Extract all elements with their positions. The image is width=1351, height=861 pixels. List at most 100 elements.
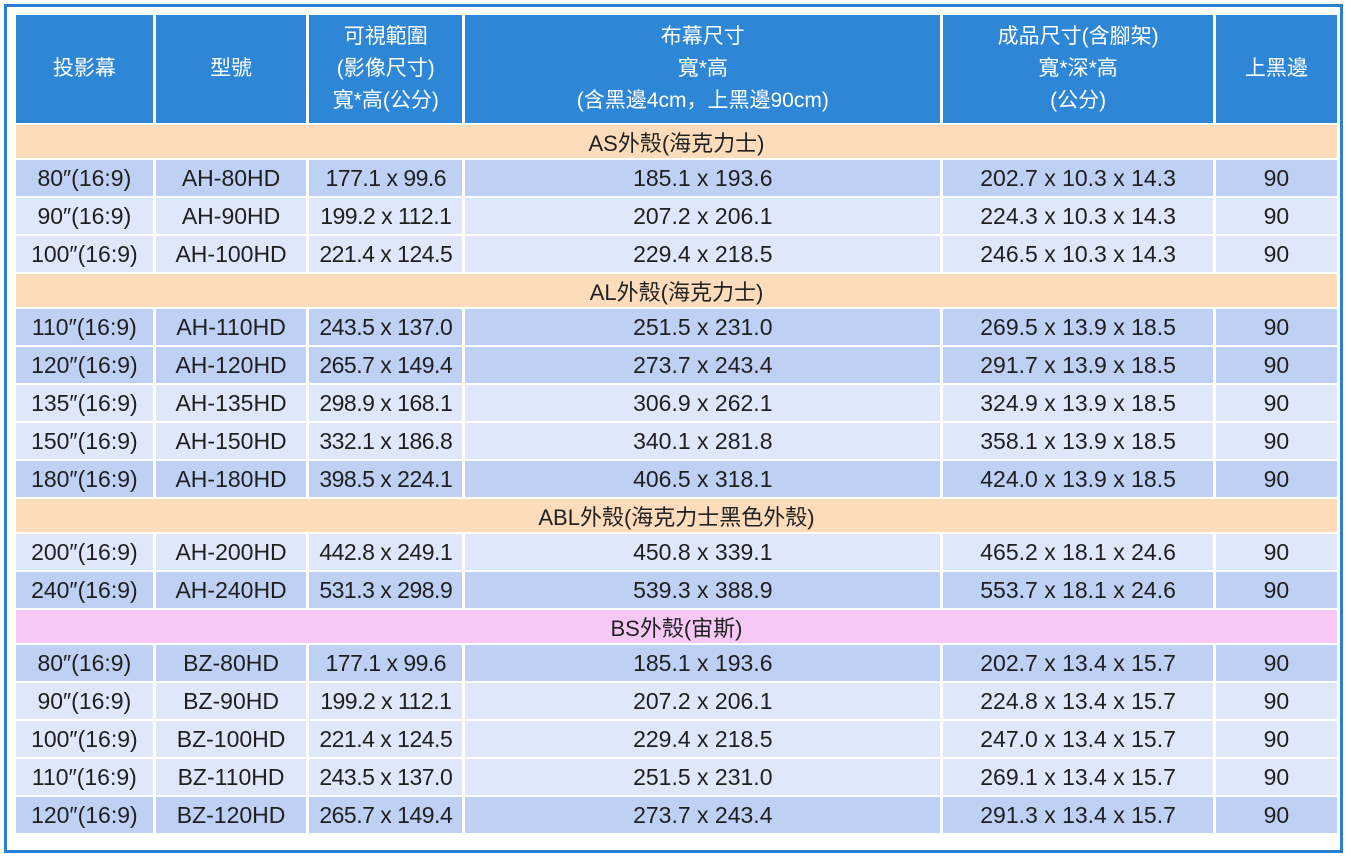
cell-model: AH-200HD — [155, 534, 307, 570]
cell-product: 553.7 x 18.1 x 24.6 — [943, 572, 1213, 608]
cell-model: AH-100HD — [155, 236, 307, 272]
table-row: 80″(16:9) AH-80HD 177.1 x 99.6 185.1 x 1… — [16, 160, 1337, 196]
table-row: 180″(16:9) AH-180HD 398.5 x 224.1 406.5 … — [16, 461, 1337, 497]
cell-fabric: 251.5 x 231.0 — [465, 309, 941, 345]
cell-fabric: 306.9 x 262.1 — [465, 385, 941, 421]
cell-product: 247.0 x 13.4 x 15.7 — [943, 721, 1213, 757]
cell-screen: 200″(16:9) — [16, 534, 153, 570]
cell-viewable: 531.3 x 298.9 — [309, 572, 463, 608]
cell-top-border: 90 — [1215, 461, 1337, 497]
cell-fabric: 207.2 x 206.1 — [465, 198, 941, 234]
header-top-border: 上黑邊 — [1215, 15, 1337, 123]
cell-screen: 100″(16:9) — [16, 236, 153, 272]
table-frame: 投影幕 型號 可視範圍 (影像尺寸) 寬*高(公分) 布幕尺寸 寬*高 (含黑邊… — [4, 4, 1343, 853]
cell-product: 246.5 x 10.3 x 14.3 — [943, 236, 1213, 272]
spec-table: 投影幕 型號 可視範圍 (影像尺寸) 寬*高(公分) 布幕尺寸 寬*高 (含黑邊… — [13, 13, 1340, 835]
cell-model: AH-150HD — [155, 423, 307, 459]
cell-product: 291.7 x 13.9 x 18.5 — [943, 347, 1213, 383]
cell-model: BZ-80HD — [155, 645, 307, 681]
group-title: BS外殼(宙斯) — [16, 610, 1337, 643]
cell-product: 224.3 x 10.3 x 14.3 — [943, 198, 1213, 234]
group-title: ABL外殼(海克力士黑色外殼) — [16, 499, 1337, 532]
cell-fabric: 185.1 x 193.6 — [465, 645, 941, 681]
cell-screen: 135″(16:9) — [16, 385, 153, 421]
cell-product: 202.7 x 10.3 x 14.3 — [943, 160, 1213, 196]
header-row: 投影幕 型號 可視範圍 (影像尺寸) 寬*高(公分) 布幕尺寸 寬*高 (含黑邊… — [16, 15, 1337, 123]
header-fabric-line-3: (含黑邊4cm，上黑邊90cm) — [576, 89, 829, 112]
group-row: BS外殼(宙斯) — [16, 610, 1337, 643]
table-row: 90″(16:9) BZ-90HD 199.2 x 112.1 207.2 x … — [16, 683, 1337, 719]
cell-product: 324.9 x 13.9 x 18.5 — [943, 385, 1213, 421]
cell-top-border: 90 — [1215, 683, 1337, 719]
table-row: 240″(16:9) AH-240HD 531.3 x 298.9 539.3 … — [16, 572, 1337, 608]
header-model-line: 型號 — [210, 57, 253, 80]
cell-top-border: 90 — [1215, 423, 1337, 459]
cell-top-border: 90 — [1215, 309, 1337, 345]
header-fabric: 布幕尺寸 寬*高 (含黑邊4cm，上黑邊90cm) — [465, 15, 941, 123]
table-row: 110″(16:9) AH-110HD 243.5 x 137.0 251.5 … — [16, 309, 1337, 345]
table-row: 90″(16:9) AH-90HD 199.2 x 112.1 207.2 x … — [16, 198, 1337, 234]
cell-model: BZ-120HD — [155, 797, 307, 833]
table-row: 100″(16:9) BZ-100HD 221.4 x 124.5 229.4 … — [16, 721, 1337, 757]
header-screen-line: 投影幕 — [52, 57, 116, 80]
group-title: AL外殼(海克力士) — [16, 274, 1337, 307]
cell-screen: 110″(16:9) — [16, 309, 153, 345]
group-row: AL外殼(海克力士) — [16, 274, 1337, 307]
table-row: 100″(16:9) AH-100HD 221.4 x 124.5 229.4 … — [16, 236, 1337, 272]
header-product-line-1: 成品尺寸(含腳架) — [997, 25, 1159, 48]
cell-viewable: 177.1 x 99.6 — [309, 160, 463, 196]
cell-product: 291.3 x 13.4 x 15.7 — [943, 797, 1213, 833]
cell-product: 224.8 x 13.4 x 15.7 — [943, 683, 1213, 719]
cell-model: AH-110HD — [155, 309, 307, 345]
cell-product: 269.5 x 13.9 x 18.5 — [943, 309, 1213, 345]
header-viewable-line-1: 可視範圍 — [343, 25, 428, 48]
cell-product: 269.1 x 13.4 x 15.7 — [943, 759, 1213, 795]
header-viewable: 可視範圍 (影像尺寸) 寬*高(公分) — [309, 15, 463, 123]
cell-viewable: 398.5 x 224.1 — [309, 461, 463, 497]
cell-viewable: 265.7 x 149.4 — [309, 797, 463, 833]
group-row: AS外殼(海克力士) — [16, 125, 1337, 158]
cell-product: 358.1 x 13.9 x 18.5 — [943, 423, 1213, 459]
cell-model: BZ-100HD — [155, 721, 307, 757]
table-row: 135″(16:9) AH-135HD 298.9 x 168.1 306.9 … — [16, 385, 1337, 421]
cell-fabric: 251.5 x 231.0 — [465, 759, 941, 795]
header-fabric-line-1: 布幕尺寸 — [660, 25, 745, 48]
cell-screen: 80″(16:9) — [16, 160, 153, 196]
header-product: 成品尺寸(含腳架) 寬*深*高 (公分) — [943, 15, 1213, 123]
cell-top-border: 90 — [1215, 236, 1337, 272]
cell-fabric: 273.7 x 243.4 — [465, 347, 941, 383]
cell-product: 465.2 x 18.1 x 24.6 — [943, 534, 1213, 570]
cell-product: 202.7 x 13.4 x 15.7 — [943, 645, 1213, 681]
cell-fabric: 229.4 x 218.5 — [465, 721, 941, 757]
cell-top-border: 90 — [1215, 572, 1337, 608]
cell-viewable: 442.8 x 249.1 — [309, 534, 463, 570]
cell-top-border: 90 — [1215, 347, 1337, 383]
group-title: AS外殼(海克力士) — [16, 125, 1337, 158]
cell-viewable: 221.4 x 124.5 — [309, 721, 463, 757]
table-row: 120″(16:9) BZ-120HD 265.7 x 149.4 273.7 … — [16, 797, 1337, 833]
cell-fabric: 185.1 x 193.6 — [465, 160, 941, 196]
cell-viewable: 298.9 x 168.1 — [309, 385, 463, 421]
cell-screen: 120″(16:9) — [16, 347, 153, 383]
cell-viewable: 243.5 x 137.0 — [309, 759, 463, 795]
cell-product: 424.0 x 13.9 x 18.5 — [943, 461, 1213, 497]
cell-fabric: 340.1 x 281.8 — [465, 423, 941, 459]
cell-viewable: 332.1 x 186.8 — [309, 423, 463, 459]
cell-fabric: 406.5 x 318.1 — [465, 461, 941, 497]
cell-model: BZ-110HD — [155, 759, 307, 795]
table-row: 110″(16:9) BZ-110HD 243.5 x 137.0 251.5 … — [16, 759, 1337, 795]
cell-model: AH-80HD — [155, 160, 307, 196]
cell-top-border: 90 — [1215, 759, 1337, 795]
cell-model: BZ-90HD — [155, 683, 307, 719]
cell-screen: 240″(16:9) — [16, 572, 153, 608]
cell-model: AH-120HD — [155, 347, 307, 383]
cell-viewable: 177.1 x 99.6 — [309, 645, 463, 681]
cell-top-border: 90 — [1215, 797, 1337, 833]
cell-viewable: 199.2 x 112.1 — [309, 198, 463, 234]
cell-fabric: 450.8 x 339.1 — [465, 534, 941, 570]
table-row: 80″(16:9) BZ-80HD 177.1 x 99.6 185.1 x 1… — [16, 645, 1337, 681]
header-viewable-line-2: (影像尺寸) — [336, 57, 435, 80]
cell-screen: 80″(16:9) — [16, 645, 153, 681]
cell-screen: 150″(16:9) — [16, 423, 153, 459]
table-row: 200″(16:9) AH-200HD 442.8 x 249.1 450.8 … — [16, 534, 1337, 570]
